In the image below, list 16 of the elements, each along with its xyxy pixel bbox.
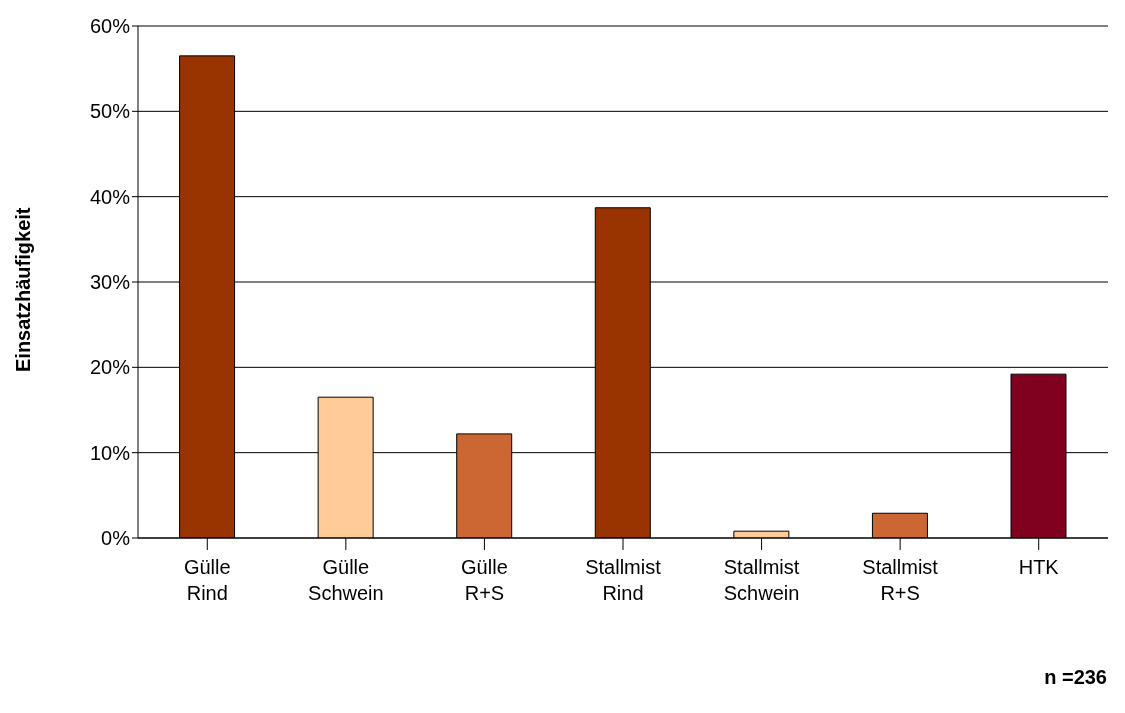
x-tick-label: HTK — [1018, 556, 1060, 578]
y-tick-label: 10% — [89, 441, 131, 464]
x-tick-label: Stallmist Schwein — [723, 556, 800, 604]
y-tick-label: 30% — [89, 271, 131, 294]
x-tick-label: Stallmist Rind — [585, 556, 662, 604]
text: n =236 — [1044, 666, 1107, 689]
y-tick-label: 50% — [89, 100, 131, 123]
y-tick-label: 60% — [89, 15, 131, 38]
x-tick-label: Stallmist R+S — [862, 556, 939, 604]
x-tick-label: Gülle R+S — [461, 556, 508, 604]
y-axis-title: Einsatzhäufigkeit — [12, 207, 35, 372]
y-tick-label: 40% — [89, 185, 131, 208]
x-tick-label: Gülle Rind — [183, 556, 231, 604]
y-tick-label: 20% — [89, 356, 131, 379]
y-tick-label: 0% — [101, 527, 131, 550]
x-tick-label: Gülle Schwein — [308, 556, 384, 604]
